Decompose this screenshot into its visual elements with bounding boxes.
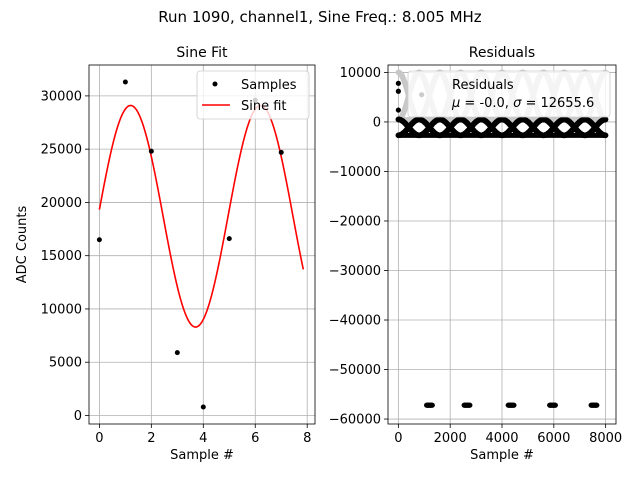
sample-point xyxy=(122,79,128,85)
y-tick-label: 10000 xyxy=(41,302,82,317)
legend-samples-label: Samples xyxy=(241,78,297,93)
y-tick-label: 5000 xyxy=(49,356,82,371)
sample-point xyxy=(200,404,206,410)
x-tick-label: 2 xyxy=(147,431,155,446)
sigma-value: = 12655.6 xyxy=(521,96,594,111)
axes-title: Sine Fit xyxy=(176,45,228,61)
residual-point xyxy=(395,88,401,94)
y-tick-label: −50000 xyxy=(329,363,381,378)
sine-fit-axes: 0 2 4 6 8 0 5000 10000 15000 20000 25000 30000 Sine … xyxy=(15,45,316,463)
outlier-point xyxy=(467,402,473,408)
x-axis-label: Sample # xyxy=(170,448,234,463)
legend-samples-marker xyxy=(212,81,218,87)
sample-point xyxy=(96,237,102,243)
outlier-point xyxy=(594,402,600,408)
sine-fit-line xyxy=(98,104,305,328)
x-tick-label: 0 xyxy=(95,431,103,446)
Residuals-point xyxy=(602,116,609,123)
y-axis-label: ADC Counts xyxy=(15,206,30,284)
y-tick-label: −60000 xyxy=(329,413,381,428)
y-tick-label: −10000 xyxy=(329,165,381,180)
x-tick-label: 4 xyxy=(199,431,207,446)
y-tick-label: −40000 xyxy=(329,314,381,329)
mu-symbol: μ xyxy=(451,96,460,111)
axes-title: Residuals xyxy=(469,45,535,61)
sample-point xyxy=(278,149,284,155)
sample-point xyxy=(148,148,154,154)
legend-box xyxy=(196,70,310,120)
axes-frame xyxy=(88,64,316,425)
x-tick-label: 8 xyxy=(303,431,311,446)
legend-stats-label: μ = -0.0, σ = 12655.6 xyxy=(451,96,594,111)
residual-point xyxy=(395,80,401,86)
y-tick-label: 20000 xyxy=(41,196,82,211)
x-tick-label: 8000 xyxy=(589,431,622,446)
x-tick-label: 6 xyxy=(251,431,259,446)
y-tick-label: 0 xyxy=(373,115,381,130)
outlier-point xyxy=(511,402,517,408)
outlier-point xyxy=(552,402,558,408)
y-tick-label: −20000 xyxy=(329,214,381,229)
legend-residuals-label: Residuals xyxy=(452,78,514,93)
sample-point xyxy=(174,350,180,356)
figure-suptitle: Run 1090, channel1, Sine Freq.: 8.005 MH… xyxy=(158,8,482,26)
x-tick-label: 2000 xyxy=(434,431,467,446)
y-tick-label: 25000 xyxy=(41,143,82,158)
outlier-point xyxy=(429,402,435,408)
y-tick-label: 0 xyxy=(74,409,82,424)
y-tick-label: 10000 xyxy=(340,66,381,81)
x-tick-label: 0 xyxy=(394,431,402,446)
x-axis-label: Sample # xyxy=(470,448,534,463)
residuals-axes: 0 2000 4000 6000 8000 −60000 −50000 −40000 −3000… xyxy=(329,45,622,463)
x-tick-label: 4000 xyxy=(485,431,518,446)
y-tick-label: −30000 xyxy=(329,264,381,279)
residual-point xyxy=(395,107,401,113)
mu-value: = -0.0, xyxy=(460,96,513,111)
x-tick-label: 6000 xyxy=(537,431,570,446)
legend-fit-label: Sine fit xyxy=(241,99,287,114)
y-tick-label: 30000 xyxy=(41,89,82,104)
axes-frame xyxy=(387,64,617,425)
sample-point xyxy=(226,236,232,242)
y-tick-label: 15000 xyxy=(41,249,82,264)
sigma-symbol: σ xyxy=(513,96,522,111)
legend-box xyxy=(407,70,611,118)
